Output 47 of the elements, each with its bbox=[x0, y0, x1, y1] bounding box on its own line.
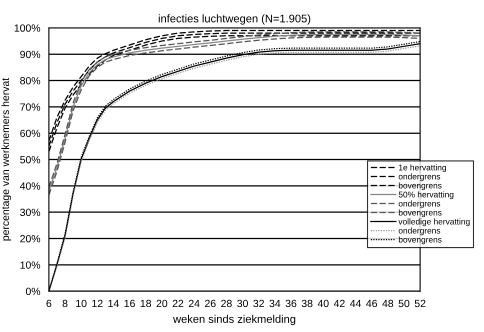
x-tick-label: 40 bbox=[318, 300, 329, 308]
y-tick-label: 70% bbox=[20, 103, 40, 111]
x-tick-label: 42 bbox=[334, 300, 345, 308]
x-tick-label: 48 bbox=[382, 300, 394, 308]
y-tick-label: 10% bbox=[20, 261, 40, 269]
x-tick-label: 36 bbox=[286, 300, 296, 308]
x-tick-label: 34 bbox=[269, 300, 280, 308]
legend-label: bovengrens bbox=[398, 182, 442, 190]
chart-title: infecties luchtwegen (N=1.905) bbox=[158, 14, 310, 25]
legend-label: ondergrens bbox=[398, 200, 440, 208]
y-tick-label: 30% bbox=[20, 208, 40, 216]
legend-label: bovengrens bbox=[398, 236, 442, 244]
x-tick-label: 6 bbox=[46, 300, 52, 308]
y-tick-label: 50% bbox=[20, 156, 40, 164]
y-tick-label: 100% bbox=[14, 24, 40, 32]
legend-label: volledige hervatting bbox=[398, 218, 470, 226]
x-tick-label: 46 bbox=[366, 300, 378, 308]
x-tick-label: 44 bbox=[350, 300, 362, 308]
legend-label: bovengrens bbox=[398, 209, 442, 218]
y-axis-title: percentage van werknemers hervat bbox=[1, 78, 12, 240]
y-tick-label: 40% bbox=[20, 182, 40, 190]
x-tick-label: 8 bbox=[62, 300, 68, 308]
x-tick-label: 24 bbox=[188, 300, 200, 308]
legend-label: ondergrens bbox=[398, 227, 440, 236]
y-tick-label: 80% bbox=[20, 77, 40, 84]
x-tick-label: 38 bbox=[302, 300, 312, 308]
legend-label: 50% hervatting bbox=[398, 191, 454, 200]
x-tick-label: 28 bbox=[221, 300, 232, 308]
y-tick-label: 0% bbox=[26, 288, 40, 296]
legend-label: ondergrens bbox=[398, 173, 440, 182]
x-tick-label: 50 bbox=[398, 300, 410, 308]
x-tick-label: 52 bbox=[414, 300, 426, 308]
x-tick-label: 32 bbox=[253, 300, 264, 308]
x-tick-label: 16 bbox=[124, 300, 135, 308]
y-tick-label: 20% bbox=[20, 235, 40, 242]
x-tick-label: 26 bbox=[205, 300, 216, 308]
x-tick-label: 12 bbox=[92, 300, 103, 308]
x-axis-title: weken sinds ziekmelding bbox=[173, 314, 296, 326]
x-tick-label: 18 bbox=[140, 300, 152, 308]
x-tick-label: 10 bbox=[76, 300, 87, 308]
x-tick-label: 14 bbox=[108, 300, 119, 308]
x-tick-label: 30 bbox=[237, 300, 248, 308]
y-tick-label: 90% bbox=[20, 50, 40, 58]
legend-label: 1e hervatting bbox=[398, 164, 446, 172]
y-tick-label: 60% bbox=[20, 130, 40, 138]
x-tick-label: 20 bbox=[156, 300, 168, 308]
x-tick-label: 22 bbox=[172, 300, 184, 308]
